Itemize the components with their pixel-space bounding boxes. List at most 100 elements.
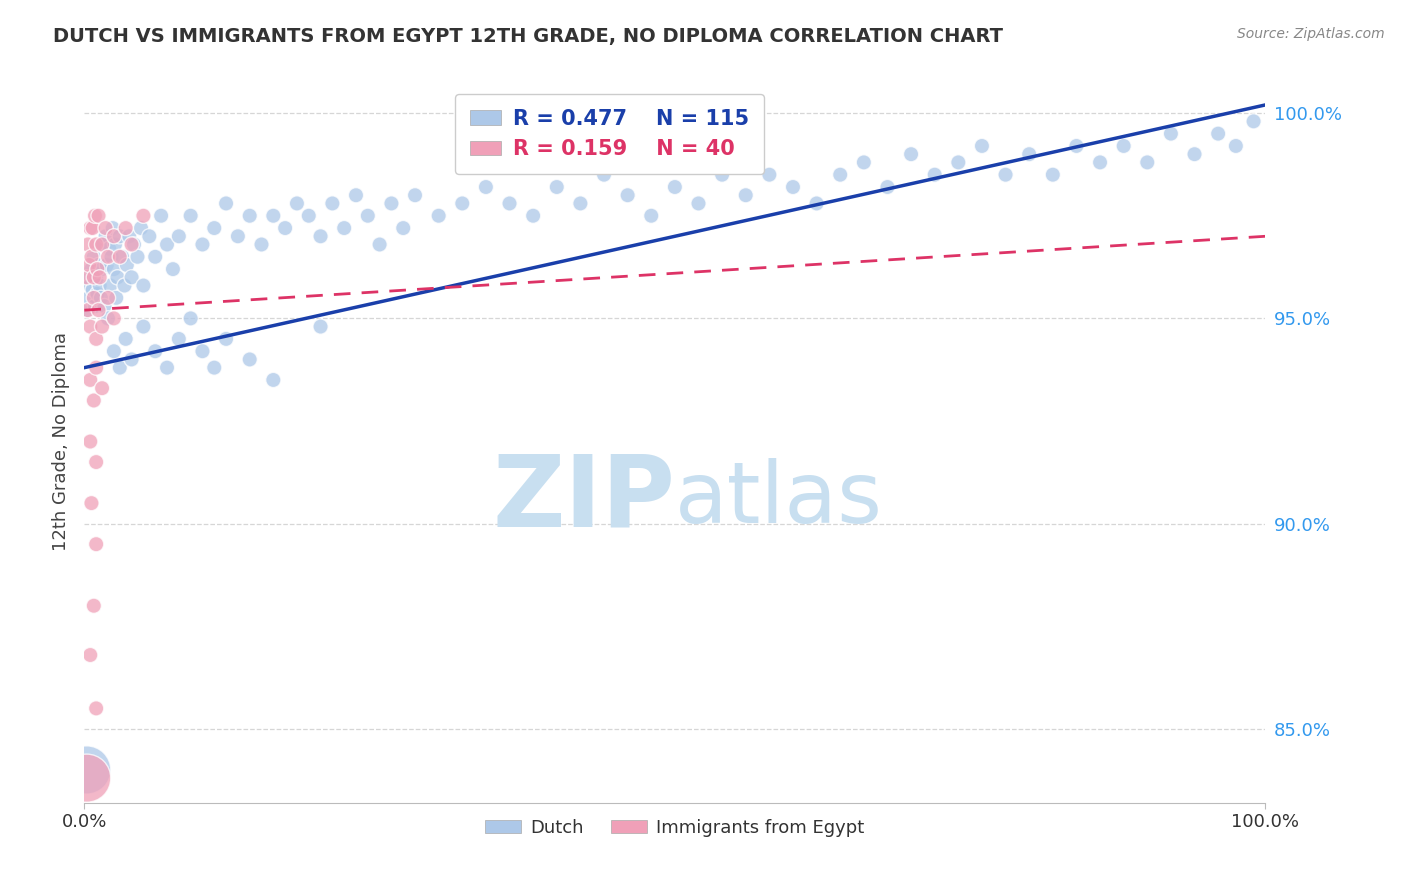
Point <box>103 229 125 244</box>
Point <box>83 393 105 408</box>
Point <box>87 303 110 318</box>
Point <box>191 344 214 359</box>
Point <box>250 237 273 252</box>
Point <box>569 196 592 211</box>
Point <box>114 278 136 293</box>
Point <box>546 180 568 194</box>
Point <box>380 196 402 211</box>
Point <box>105 291 128 305</box>
Point <box>86 286 108 301</box>
Point <box>83 599 105 613</box>
Point <box>321 196 343 211</box>
Point <box>83 270 105 285</box>
Point <box>114 332 136 346</box>
Point <box>1136 155 1159 169</box>
Text: DUTCH VS IMMIGRANTS FROM EGYPT 12TH GRADE, NO DIPLOMA CORRELATION CHART: DUTCH VS IMMIGRANTS FROM EGYPT 12TH GRAD… <box>53 27 1004 45</box>
Point <box>96 258 118 272</box>
Point <box>427 209 450 223</box>
Point <box>91 237 114 252</box>
Point <box>121 352 143 367</box>
Point <box>79 648 101 662</box>
Point <box>98 278 121 293</box>
Text: atlas: atlas <box>675 458 883 541</box>
Point <box>122 237 145 252</box>
Point <box>114 221 136 235</box>
Point <box>852 155 875 169</box>
Point <box>118 229 141 244</box>
Point <box>84 537 107 551</box>
Point <box>100 250 122 264</box>
Point <box>84 701 107 715</box>
Point <box>948 155 970 169</box>
Point <box>664 180 686 194</box>
Point <box>132 319 155 334</box>
Point <box>84 332 107 346</box>
Point <box>202 221 225 235</box>
Point <box>167 332 190 346</box>
Point <box>97 291 120 305</box>
Point <box>239 209 262 223</box>
Point <box>475 180 498 194</box>
Point <box>76 270 98 285</box>
Point <box>309 229 332 244</box>
Point <box>77 237 100 252</box>
Point <box>77 291 100 305</box>
Point <box>77 303 100 318</box>
Point <box>1066 139 1088 153</box>
Point <box>143 344 166 359</box>
Point <box>640 209 662 223</box>
Point <box>91 262 114 277</box>
Point <box>104 237 127 252</box>
Point <box>1160 127 1182 141</box>
Point <box>101 221 124 235</box>
Point <box>108 360 131 375</box>
Point <box>392 221 415 235</box>
Point <box>202 360 225 375</box>
Point <box>167 229 190 244</box>
Point <box>121 237 143 252</box>
Point <box>76 763 98 777</box>
Point <box>83 291 105 305</box>
Point <box>239 352 262 367</box>
Point <box>180 209 202 223</box>
Point <box>132 209 155 223</box>
Point <box>91 381 114 395</box>
Y-axis label: 12th Grade, No Diploma: 12th Grade, No Diploma <box>52 332 70 551</box>
Point <box>1042 168 1064 182</box>
Point <box>806 196 828 211</box>
Point <box>80 250 103 264</box>
Point <box>86 262 108 277</box>
Point <box>156 360 179 375</box>
Point <box>98 242 121 256</box>
Point <box>79 319 101 334</box>
Point <box>150 209 173 223</box>
Point <box>900 147 922 161</box>
Point <box>522 209 544 223</box>
Point <box>82 221 104 235</box>
Point <box>1225 139 1247 153</box>
Point <box>84 299 107 313</box>
Point <box>103 262 125 277</box>
Point <box>1206 127 1229 141</box>
Point <box>80 496 103 510</box>
Legend: Dutch, Immigrants from Egypt: Dutch, Immigrants from Egypt <box>478 812 872 845</box>
Point <box>129 221 152 235</box>
Point <box>298 209 321 223</box>
Point <box>404 188 426 202</box>
Point <box>89 278 111 293</box>
Text: ZIP: ZIP <box>492 450 675 548</box>
Point <box>79 221 101 235</box>
Point <box>89 270 111 285</box>
Point <box>94 229 117 244</box>
Point <box>143 250 166 264</box>
Point <box>87 258 110 272</box>
Point <box>82 283 104 297</box>
Point <box>127 250 149 264</box>
Point <box>79 373 101 387</box>
Point <box>90 291 112 305</box>
Point <box>344 188 367 202</box>
Point <box>593 168 616 182</box>
Point <box>688 196 710 211</box>
Point <box>451 196 474 211</box>
Point <box>84 270 107 285</box>
